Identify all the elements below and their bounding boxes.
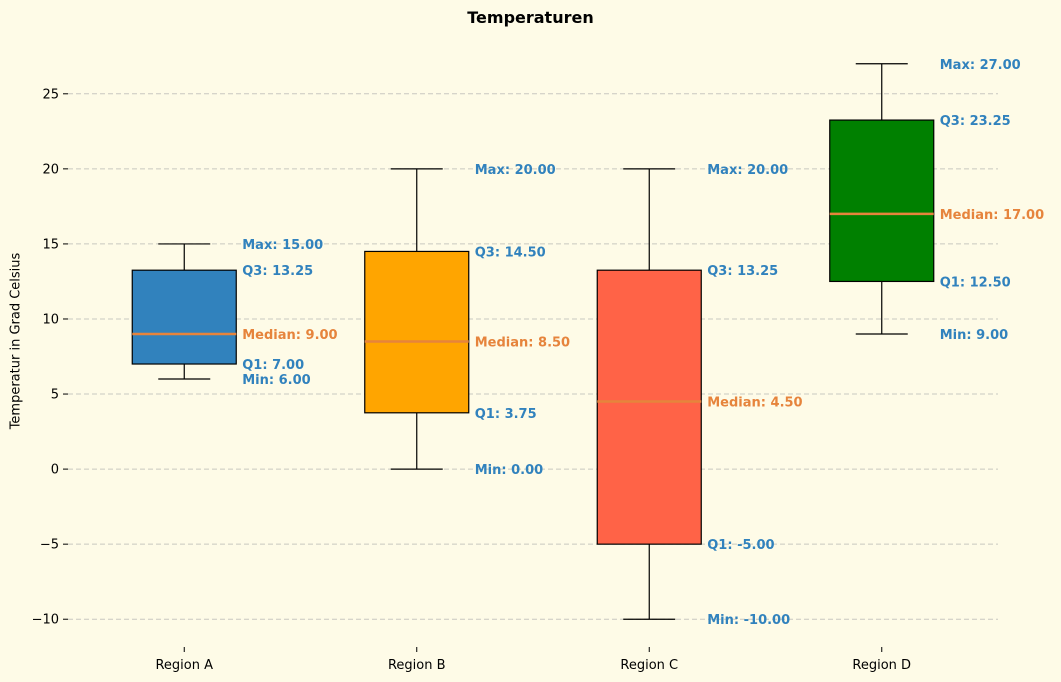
box-region-a: [131, 269, 237, 365]
y-tick-label: 25: [42, 87, 59, 102]
y-tick-label: 20: [42, 162, 59, 177]
y-tick-label: 5: [51, 388, 59, 403]
min-value-label: Min: -10.00: [707, 613, 790, 628]
max-value-label: Max: 20.00: [707, 163, 788, 178]
q3-value-label: Q3: 13.25: [707, 264, 778, 279]
q3-value-label: Q3: 14.50: [475, 245, 546, 260]
y-tick-label: −5: [40, 538, 59, 553]
box-region-c: [596, 269, 702, 545]
chart-title: Temperaturen: [467, 8, 594, 27]
x-tick-label: Region B: [388, 658, 446, 673]
x-tick-label: Region C: [620, 658, 678, 673]
median-value-label: Median: 9.00: [242, 328, 337, 343]
max-value-label: Max: 15.00: [242, 238, 323, 253]
q1-value-label: Q1: 3.75: [475, 407, 537, 422]
q1-value-label: Q1: 12.50: [940, 275, 1011, 290]
min-value-label: Min: 0.00: [475, 463, 543, 478]
y-tick-label: 0: [51, 463, 59, 478]
y-tick-label: 10: [42, 312, 59, 327]
min-value-label: Min: 6.00: [242, 373, 310, 388]
x-tick-label: Region D: [852, 658, 911, 673]
box-region-b: [364, 250, 470, 414]
y-tick-label: 15: [42, 237, 59, 252]
median-value-label: Median: 17.00: [940, 208, 1044, 223]
max-value-label: Max: 27.00: [940, 58, 1021, 73]
median-value-label: Median: 4.50: [707, 396, 802, 411]
box-region-d: [829, 119, 935, 283]
median-value-label: Median: 8.50: [475, 336, 570, 351]
y-tick-label: −10: [32, 613, 59, 628]
x-tick-label: Region A: [155, 658, 213, 673]
q1-value-label: Q1: -5.00: [707, 538, 774, 553]
min-value-label: Min: 9.00: [940, 328, 1008, 343]
max-value-label: Max: 20.00: [475, 163, 556, 178]
q3-value-label: Q3: 23.25: [940, 114, 1011, 129]
q3-value-label: Q3: 13.25: [242, 264, 313, 279]
q1-value-label: Q1: 7.00: [242, 358, 304, 373]
